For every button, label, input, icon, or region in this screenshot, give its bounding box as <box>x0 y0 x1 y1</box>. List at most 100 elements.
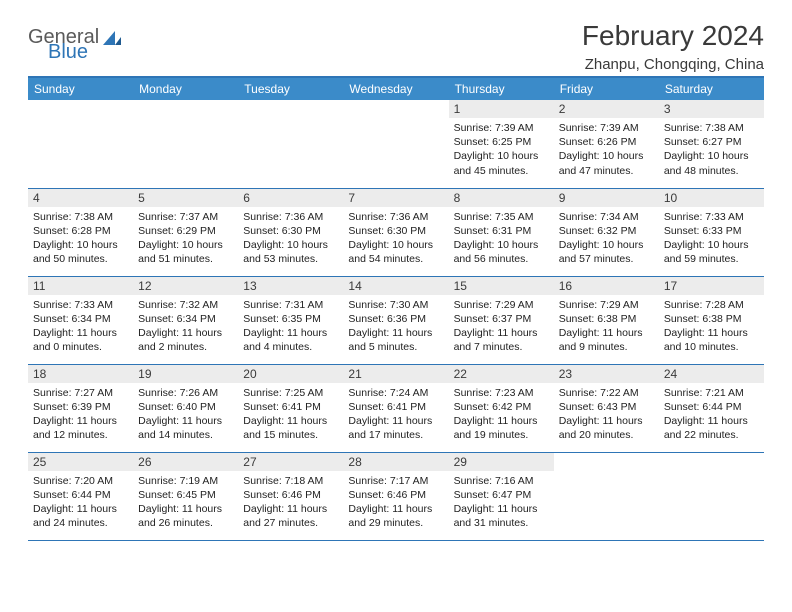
day-cell: 25Sunrise: 7:20 AMSunset: 6:44 PMDayligh… <box>28 452 133 540</box>
day-info: Sunrise: 7:16 AMSunset: 6:47 PMDaylight:… <box>449 471 554 535</box>
day-info: Sunrise: 7:37 AMSunset: 6:29 PMDaylight:… <box>133 207 238 271</box>
day-cell: 1Sunrise: 7:39 AMSunset: 6:25 PMDaylight… <box>449 100 554 188</box>
day-cell: 22Sunrise: 7:23 AMSunset: 6:42 PMDayligh… <box>449 364 554 452</box>
day-header: Sunday <box>28 77 133 100</box>
day-info: Sunrise: 7:22 AMSunset: 6:43 PMDaylight:… <box>554 383 659 447</box>
day-info: Sunrise: 7:33 AMSunset: 6:33 PMDaylight:… <box>659 207 764 271</box>
day-cell: 13Sunrise: 7:31 AMSunset: 6:35 PMDayligh… <box>238 276 343 364</box>
day-info: Sunrise: 7:19 AMSunset: 6:45 PMDaylight:… <box>133 471 238 535</box>
day-number: 21 <box>343 365 448 383</box>
day-info: Sunrise: 7:21 AMSunset: 6:44 PMDaylight:… <box>659 383 764 447</box>
day-info: Sunrise: 7:38 AMSunset: 6:27 PMDaylight:… <box>659 118 764 182</box>
day-number: 29 <box>449 453 554 471</box>
day-number: 4 <box>28 189 133 207</box>
day-info: Sunrise: 7:32 AMSunset: 6:34 PMDaylight:… <box>133 295 238 359</box>
day-number: 14 <box>343 277 448 295</box>
day-cell: 8Sunrise: 7:35 AMSunset: 6:31 PMDaylight… <box>449 188 554 276</box>
day-info: Sunrise: 7:17 AMSunset: 6:46 PMDaylight:… <box>343 471 448 535</box>
empty-cell <box>133 100 238 188</box>
day-number: 11 <box>28 277 133 295</box>
day-info: Sunrise: 7:36 AMSunset: 6:30 PMDaylight:… <box>343 207 448 271</box>
day-info: Sunrise: 7:34 AMSunset: 6:32 PMDaylight:… <box>554 207 659 271</box>
day-header: Saturday <box>659 77 764 100</box>
day-cell: 23Sunrise: 7:22 AMSunset: 6:43 PMDayligh… <box>554 364 659 452</box>
day-number: 3 <box>659 100 764 118</box>
logo-text-blue: Blue <box>48 41 88 63</box>
day-header: Wednesday <box>343 77 448 100</box>
day-header: Thursday <box>449 77 554 100</box>
calendar-row: 25Sunrise: 7:20 AMSunset: 6:44 PMDayligh… <box>28 452 764 540</box>
empty-cell <box>238 100 343 188</box>
day-number: 1 <box>449 100 554 118</box>
day-number: 12 <box>133 277 238 295</box>
day-cell: 17Sunrise: 7:28 AMSunset: 6:38 PMDayligh… <box>659 276 764 364</box>
day-cell: 2Sunrise: 7:39 AMSunset: 6:26 PMDaylight… <box>554 100 659 188</box>
empty-cell <box>554 452 659 540</box>
day-cell: 6Sunrise: 7:36 AMSunset: 6:30 PMDaylight… <box>238 188 343 276</box>
day-header: Friday <box>554 77 659 100</box>
day-cell: 18Sunrise: 7:27 AMSunset: 6:39 PMDayligh… <box>28 364 133 452</box>
day-cell: 15Sunrise: 7:29 AMSunset: 6:37 PMDayligh… <box>449 276 554 364</box>
day-number: 19 <box>133 365 238 383</box>
day-cell: 28Sunrise: 7:17 AMSunset: 6:46 PMDayligh… <box>343 452 448 540</box>
day-number: 28 <box>343 453 448 471</box>
calendar-row: 1Sunrise: 7:39 AMSunset: 6:25 PMDaylight… <box>28 100 764 188</box>
day-info: Sunrise: 7:39 AMSunset: 6:25 PMDaylight:… <box>449 118 554 182</box>
day-cell: 21Sunrise: 7:24 AMSunset: 6:41 PMDayligh… <box>343 364 448 452</box>
day-info: Sunrise: 7:33 AMSunset: 6:34 PMDaylight:… <box>28 295 133 359</box>
day-number: 26 <box>133 453 238 471</box>
day-number: 13 <box>238 277 343 295</box>
day-info: Sunrise: 7:24 AMSunset: 6:41 PMDaylight:… <box>343 383 448 447</box>
day-info: Sunrise: 7:38 AMSunset: 6:28 PMDaylight:… <box>28 207 133 271</box>
day-cell: 3Sunrise: 7:38 AMSunset: 6:27 PMDaylight… <box>659 100 764 188</box>
day-cell: 20Sunrise: 7:25 AMSunset: 6:41 PMDayligh… <box>238 364 343 452</box>
day-info: Sunrise: 7:18 AMSunset: 6:46 PMDaylight:… <box>238 471 343 535</box>
day-cell: 12Sunrise: 7:32 AMSunset: 6:34 PMDayligh… <box>133 276 238 364</box>
day-cell: 14Sunrise: 7:30 AMSunset: 6:36 PMDayligh… <box>343 276 448 364</box>
day-cell: 10Sunrise: 7:33 AMSunset: 6:33 PMDayligh… <box>659 188 764 276</box>
empty-cell <box>343 100 448 188</box>
day-info: Sunrise: 7:36 AMSunset: 6:30 PMDaylight:… <box>238 207 343 271</box>
calendar-table: SundayMondayTuesdayWednesdayThursdayFrid… <box>28 76 764 541</box>
day-cell: 29Sunrise: 7:16 AMSunset: 6:47 PMDayligh… <box>449 452 554 540</box>
day-header-row: SundayMondayTuesdayWednesdayThursdayFrid… <box>28 77 764 100</box>
day-number: 6 <box>238 189 343 207</box>
day-number: 7 <box>343 189 448 207</box>
day-info: Sunrise: 7:23 AMSunset: 6:42 PMDaylight:… <box>449 383 554 447</box>
day-info: Sunrise: 7:35 AMSunset: 6:31 PMDaylight:… <box>449 207 554 271</box>
day-number: 24 <box>659 365 764 383</box>
day-cell: 9Sunrise: 7:34 AMSunset: 6:32 PMDaylight… <box>554 188 659 276</box>
day-info: Sunrise: 7:27 AMSunset: 6:39 PMDaylight:… <box>28 383 133 447</box>
day-number: 16 <box>554 277 659 295</box>
day-cell: 24Sunrise: 7:21 AMSunset: 6:44 PMDayligh… <box>659 364 764 452</box>
day-number: 22 <box>449 365 554 383</box>
day-cell: 7Sunrise: 7:36 AMSunset: 6:30 PMDaylight… <box>343 188 448 276</box>
day-number: 27 <box>238 453 343 471</box>
day-cell: 27Sunrise: 7:18 AMSunset: 6:46 PMDayligh… <box>238 452 343 540</box>
day-number: 8 <box>449 189 554 207</box>
calendar-row: 18Sunrise: 7:27 AMSunset: 6:39 PMDayligh… <box>28 364 764 452</box>
day-number: 23 <box>554 365 659 383</box>
day-info: Sunrise: 7:31 AMSunset: 6:35 PMDaylight:… <box>238 295 343 359</box>
day-header: Monday <box>133 77 238 100</box>
day-number: 20 <box>238 365 343 383</box>
day-info: Sunrise: 7:28 AMSunset: 6:38 PMDaylight:… <box>659 295 764 359</box>
day-number: 5 <box>133 189 238 207</box>
calendar-row: 4Sunrise: 7:38 AMSunset: 6:28 PMDaylight… <box>28 188 764 276</box>
day-info: Sunrise: 7:25 AMSunset: 6:41 PMDaylight:… <box>238 383 343 447</box>
day-cell: 26Sunrise: 7:19 AMSunset: 6:45 PMDayligh… <box>133 452 238 540</box>
day-header: Tuesday <box>238 77 343 100</box>
day-info: Sunrise: 7:20 AMSunset: 6:44 PMDaylight:… <box>28 471 133 535</box>
day-number: 25 <box>28 453 133 471</box>
day-info: Sunrise: 7:26 AMSunset: 6:40 PMDaylight:… <box>133 383 238 447</box>
day-number: 15 <box>449 277 554 295</box>
day-info: Sunrise: 7:29 AMSunset: 6:38 PMDaylight:… <box>554 295 659 359</box>
day-number: 18 <box>28 365 133 383</box>
day-info: Sunrise: 7:30 AMSunset: 6:36 PMDaylight:… <box>343 295 448 359</box>
day-number: 9 <box>554 189 659 207</box>
day-number: 17 <box>659 277 764 295</box>
empty-cell <box>659 452 764 540</box>
day-info: Sunrise: 7:29 AMSunset: 6:37 PMDaylight:… <box>449 295 554 359</box>
calendar-row: 11Sunrise: 7:33 AMSunset: 6:34 PMDayligh… <box>28 276 764 364</box>
day-number: 10 <box>659 189 764 207</box>
